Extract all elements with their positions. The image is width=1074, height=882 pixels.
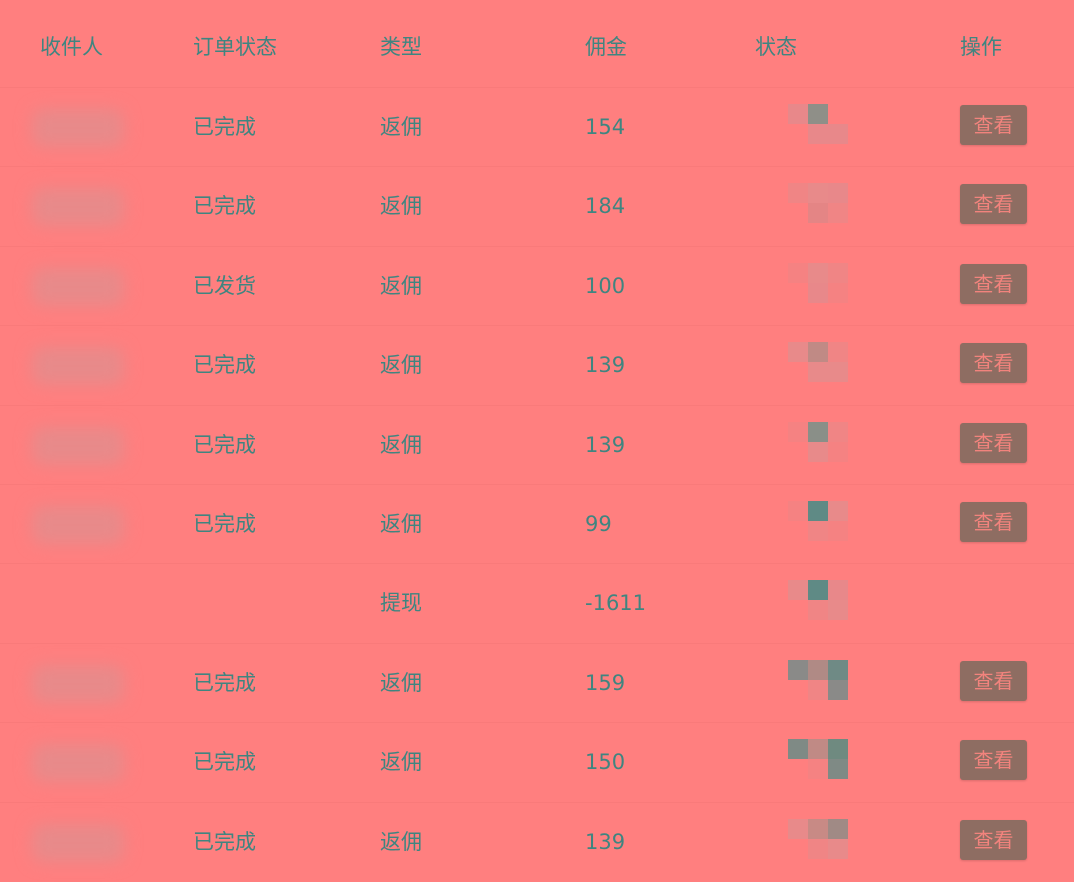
view-button[interactable]: 查看 — [960, 660, 1027, 701]
commission: 139 — [585, 432, 626, 457]
row-divider — [0, 166, 1074, 168]
status-pixelated — [768, 818, 848, 859]
status-pixelated — [768, 659, 848, 700]
commission: 150 — [585, 750, 626, 775]
table-row: 已发货 返佣 100 查看 — [0, 245, 1074, 326]
recipient-blurred — [32, 664, 124, 703]
table-row: 已完成 返佣 184 查看 — [0, 166, 1074, 246]
row-divider — [0, 642, 1074, 644]
table-row: 已完成 返佣 139 查看 — [0, 404, 1074, 485]
order-status: 已完成 — [193, 432, 256, 457]
order-status: 已完成 — [193, 353, 256, 378]
view-button[interactable]: 查看 — [960, 740, 1027, 781]
commission: -1611 — [585, 591, 647, 616]
view-button[interactable]: 查看 — [960, 819, 1027, 860]
recipient-blurred — [32, 744, 124, 783]
view-button[interactable]: 查看 — [960, 184, 1027, 225]
row-divider — [0, 563, 1074, 565]
header-recipient: 收件人 — [40, 35, 103, 59]
order-status: 已完成 — [193, 194, 256, 219]
commission: 100 — [585, 273, 626, 298]
type: 返佣 — [380, 512, 422, 536]
type: 返佣 — [380, 115, 422, 139]
recipient-blurred — [32, 347, 124, 386]
commission: 154 — [585, 115, 626, 139]
order-status: 已完成 — [193, 512, 256, 536]
table-row: 已完成 返佣 139 查看 — [0, 801, 1074, 882]
recipient-blurred — [32, 109, 124, 147]
row-divider — [0, 87, 1074, 88]
header-order-status: 订单状态 — [193, 35, 277, 59]
type: 返佣 — [380, 432, 422, 457]
type: 返佣 — [380, 670, 422, 695]
commission: 184 — [585, 194, 626, 219]
status-pixelated — [768, 739, 848, 780]
status-pixelated — [768, 421, 848, 462]
type: 返佣 — [380, 750, 422, 775]
type: 返佣 — [380, 273, 422, 298]
commission: 159 — [585, 670, 626, 695]
table-row: 已完成 返佣 159 查看 — [0, 642, 1074, 723]
commission: 99 — [585, 512, 612, 536]
row-divider — [0, 404, 1074, 406]
type: 返佣 — [380, 353, 422, 378]
row-divider — [0, 801, 1074, 803]
recipient-blurred — [32, 823, 124, 862]
header-type: 类型 — [380, 35, 422, 59]
header-commission: 佣金 — [585, 35, 627, 59]
status-pixelated — [768, 580, 848, 621]
status-pixelated — [768, 262, 848, 303]
header-action: 操作 — [960, 35, 1002, 59]
row-divider — [0, 484, 1074, 485]
table-row: 已完成 返佣 154 查看 — [0, 87, 1074, 167]
recipient-blurred — [32, 188, 124, 227]
commission: 139 — [585, 353, 626, 378]
order-status: 已发货 — [193, 273, 256, 298]
row-divider — [0, 325, 1074, 327]
recipient-blurred — [32, 267, 124, 306]
view-button[interactable]: 查看 — [960, 105, 1027, 145]
table-row: 已完成 返佣 139 查看 — [0, 325, 1074, 405]
status-pixelated — [768, 501, 848, 541]
row-divider — [0, 245, 1074, 247]
table-row: 已完成 返佣 150 查看 — [0, 722, 1074, 802]
status-pixelated — [768, 104, 848, 144]
type: 返佣 — [380, 194, 422, 219]
order-status: 已完成 — [193, 115, 256, 139]
status-pixelated — [768, 342, 848, 383]
view-button[interactable]: 查看 — [960, 502, 1027, 542]
table-header: 收件人 订单状态 类型 佣金 状态 操作 — [0, 0, 1074, 94]
view-button[interactable]: 查看 — [960, 343, 1027, 384]
table-row: 提现 -1611 — [0, 563, 1074, 643]
row-divider — [0, 722, 1074, 724]
type: 返佣 — [380, 829, 422, 854]
view-button[interactable]: 查看 — [960, 422, 1027, 463]
table-row: 已完成 返佣 99 查看 — [0, 484, 1074, 564]
view-button[interactable]: 查看 — [960, 263, 1027, 304]
header-status: 状态 — [755, 35, 797, 59]
recipient-blurred — [32, 426, 124, 465]
order-status: 已完成 — [193, 670, 256, 695]
order-status: 已完成 — [193, 829, 256, 854]
commission: 139 — [585, 829, 626, 854]
type: 提现 — [380, 591, 422, 616]
status-pixelated — [768, 183, 848, 224]
order-status: 已完成 — [193, 750, 256, 775]
recipient-blurred — [32, 506, 124, 544]
